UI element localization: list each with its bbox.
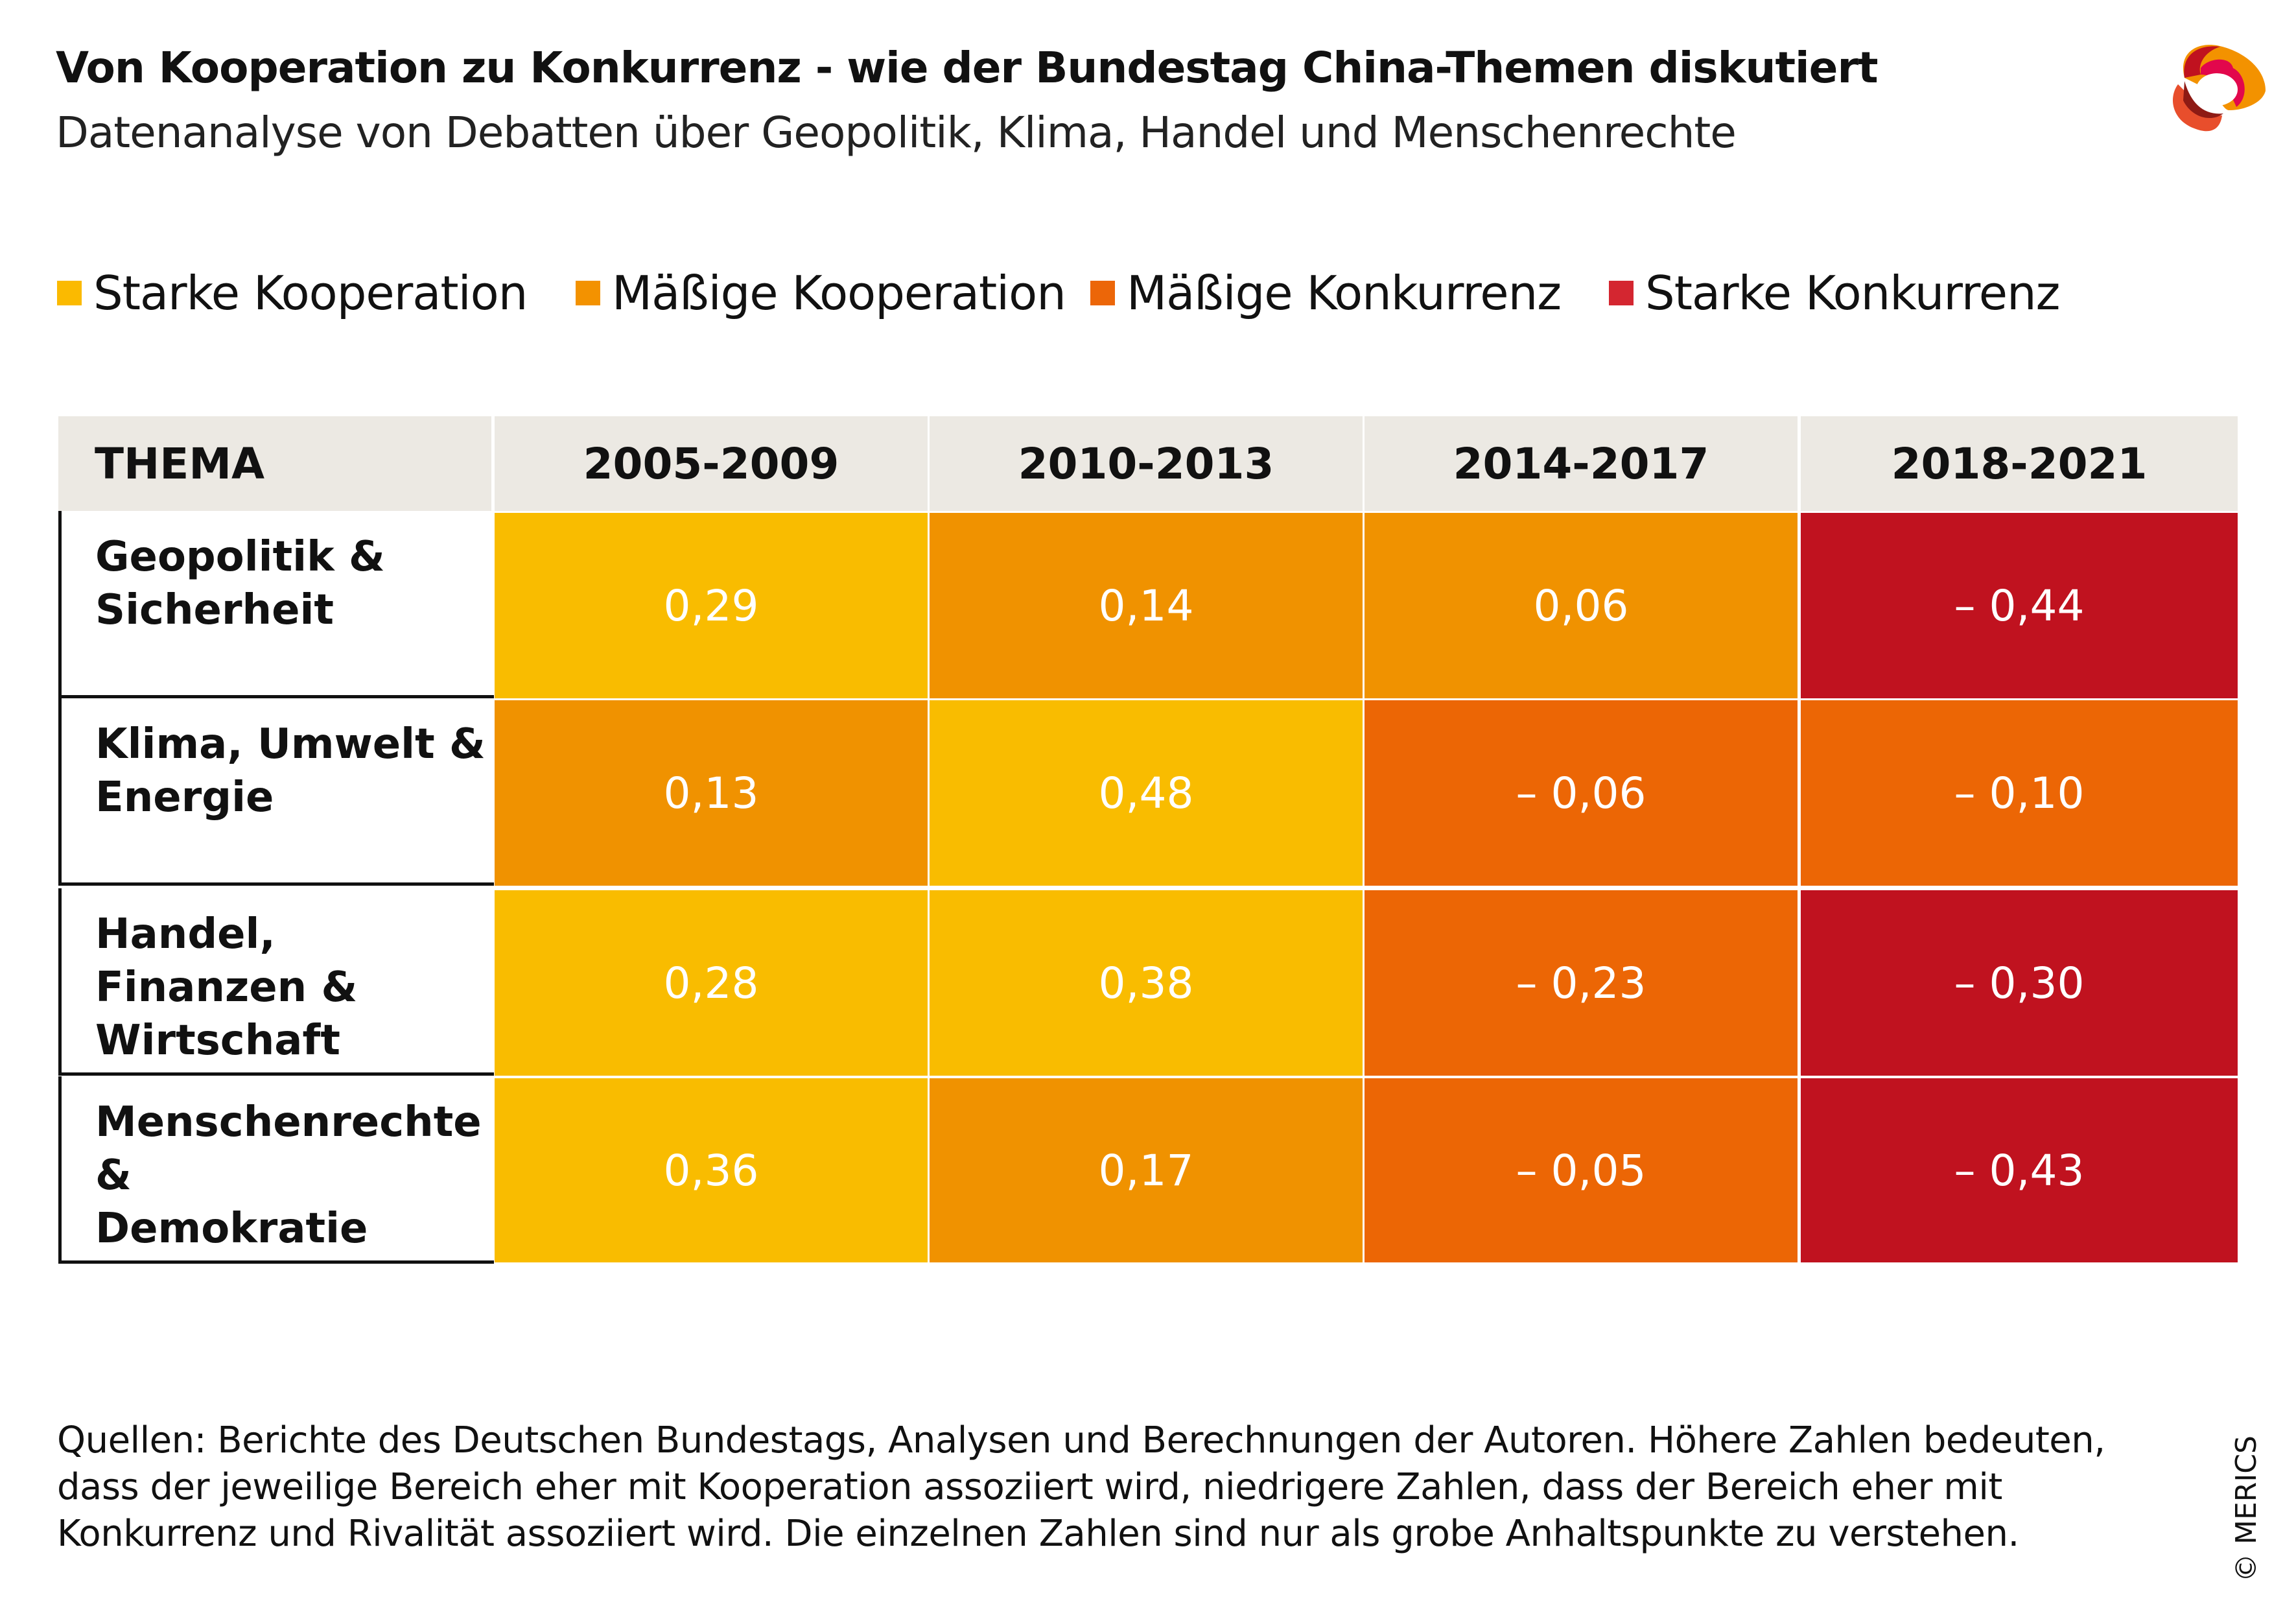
heatmap-cell: – 0,30	[1801, 890, 2238, 1076]
merics-logo	[2173, 45, 2266, 132]
row-label: Handel, Finanzen & Wirtschaft	[58, 888, 494, 1076]
column-header: 2018-2021	[1801, 416, 2238, 511]
row-label-line: Geopolitik &	[95, 533, 385, 581]
legend-swatch	[57, 281, 82, 305]
heatmap-cell: 0,36	[495, 1078, 928, 1262]
legend-swatch	[576, 281, 600, 305]
heatmap-cell: 0,17	[930, 1078, 1363, 1262]
heatmap-cell: 0,28	[495, 890, 928, 1076]
heatmap-cell: 0,13	[495, 700, 928, 886]
legend-item-maessige-konkurrenz: Mäßige Konkurrenz	[1090, 266, 1562, 320]
column-header: 2005-2009	[495, 416, 928, 511]
row-label: Geopolitik & Sicherheit	[58, 511, 494, 698]
heatmap-cell: 0,48	[930, 700, 1363, 886]
legend-item-maessige-kooperation: Mäßige Kooperation	[576, 266, 1066, 320]
chart-subtitle: Datenanalyse von Debatten über Geopoliti…	[56, 108, 1737, 158]
row-label-line: Menschenrechte &	[95, 1098, 482, 1200]
heatmap-cell: 0,06	[1365, 513, 1798, 698]
row-label-line: Energie	[95, 774, 274, 822]
heatmap-table: THEMA 2005-2009 2010-2013 2014-2017 2018-20…	[58, 416, 2238, 1264]
legend-swatch	[1090, 281, 1115, 305]
heatmap-cell: 0,14	[930, 513, 1363, 698]
header-thema: THEMA	[58, 416, 491, 511]
heatmap-cell: 0,29	[495, 513, 928, 698]
source-note-line: dass der jeweilige Bereich eher mit Koop…	[57, 1466, 2002, 1508]
column-header: 2014-2017	[1365, 416, 1798, 511]
row-label: Menschenrechte & Demokratie	[58, 1076, 494, 1264]
legend-swatch	[1609, 281, 1634, 305]
row-label-line: Demokratie	[95, 1205, 368, 1253]
row-label-line: Klima, Umwelt &	[95, 720, 486, 768]
legend-label: Mäßige Konkurrenz	[1127, 266, 1562, 320]
legend-label: Starke Konkurrenz	[1645, 266, 2060, 320]
copyright: © MERICS	[2230, 1436, 2263, 1582]
row-label-line: Wirtschaft	[95, 1017, 340, 1065]
heatmap-cell: – 0,10	[1801, 700, 2238, 886]
source-note: Quellen: Berichte des Deutschen Bundesta…	[57, 1417, 2105, 1557]
legend-item-starke-kooperation: Starke Kooperation	[57, 266, 528, 320]
heatmap-cell: – 0,43	[1801, 1078, 2238, 1262]
row-label: Klima, Umwelt & Energie	[58, 698, 494, 886]
legend-label: Mäßige Kooperation	[612, 266, 1066, 320]
column-header: 2010-2013	[930, 416, 1363, 511]
legend-item-starke-konkurrenz: Starke Konkurrenz	[1609, 266, 2060, 320]
heatmap-cell: – 0,44	[1801, 513, 2238, 698]
legend-label: Starke Kooperation	[93, 266, 528, 320]
heatmap-cell: – 0,23	[1365, 890, 1798, 1076]
row-label-line: Handel, Finanzen &	[95, 910, 358, 1011]
row-label-line: Sicherheit	[95, 586, 334, 634]
source-note-line: Quellen: Berichte des Deutschen Bundesta…	[57, 1419, 2105, 1461]
chart-title: Von Kooperation zu Konkurrenz - wie der …	[56, 43, 1879, 93]
source-note-line: Konkurrenz und Rivalität assoziiert wird…	[57, 1513, 2019, 1555]
heatmap-cell: – 0,05	[1365, 1078, 1798, 1262]
heatmap-cell: 0,38	[930, 890, 1363, 1076]
heatmap-cell: – 0,06	[1365, 700, 1798, 886]
